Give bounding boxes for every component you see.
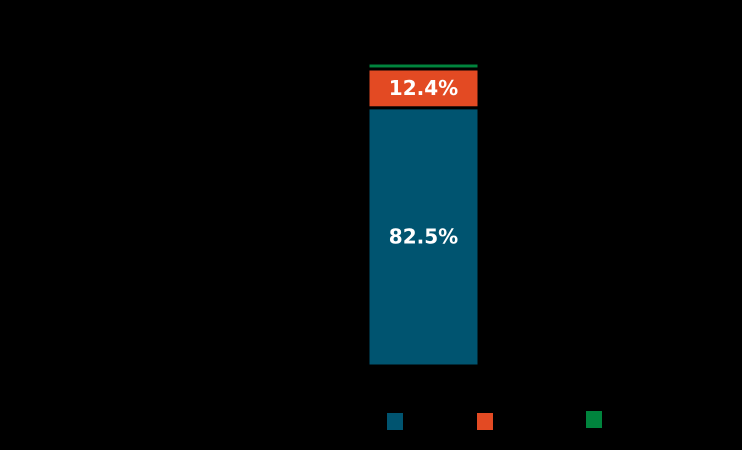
data-label: 12.4% — [389, 76, 458, 100]
legend-swatch — [586, 411, 602, 428]
data-label: 82.5% — [389, 224, 458, 248]
bar-segment — [366, 106, 481, 368]
legend-swatch — [387, 413, 403, 430]
bar-segment — [366, 61, 481, 71]
legend-swatch — [477, 413, 493, 430]
